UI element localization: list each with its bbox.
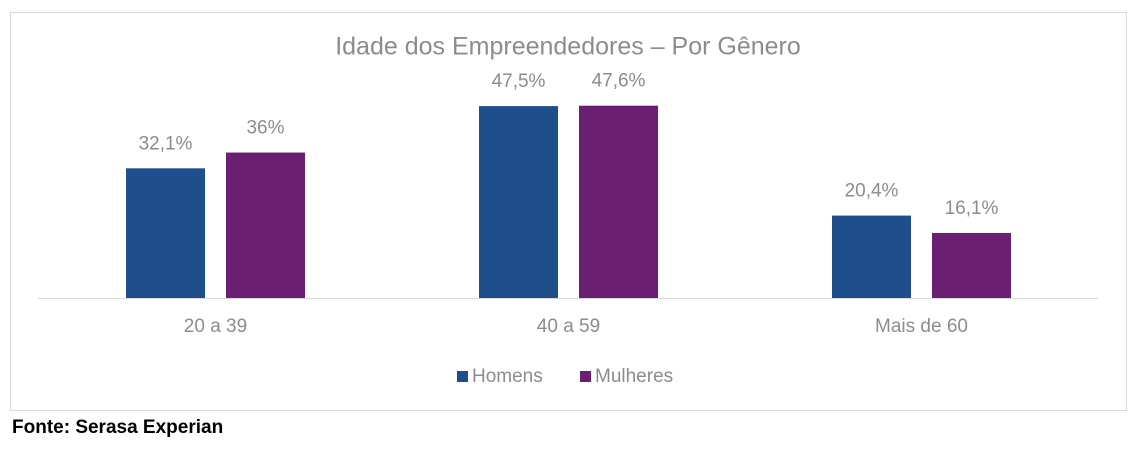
x-tick-label: 40 a 59 [537, 316, 600, 337]
bar [479, 106, 558, 298]
x-tick-label: 20 a 39 [184, 316, 247, 337]
legend-swatch [457, 371, 468, 382]
value-label: 47,6% [592, 71, 646, 92]
bar [226, 152, 305, 298]
value-label: 36% [246, 118, 284, 139]
bar [579, 105, 658, 298]
legend-label: Homens [472, 366, 543, 387]
value-label: 32,1% [139, 133, 193, 154]
value-label: 20,4% [845, 181, 899, 202]
legend-swatch [580, 371, 591, 382]
bar [126, 168, 205, 298]
x-tick-label: Mais de 60 [875, 316, 968, 337]
legend-label: Mulheres [595, 366, 673, 387]
value-label: 16,1% [945, 198, 999, 219]
bar [932, 232, 1011, 298]
source: Fonte: Serasa Experian [12, 417, 223, 438]
value-label: 47,5% [492, 71, 546, 92]
chart-title: Idade dos Empreendedores – Por Gênero [335, 33, 801, 61]
bar [832, 215, 911, 298]
